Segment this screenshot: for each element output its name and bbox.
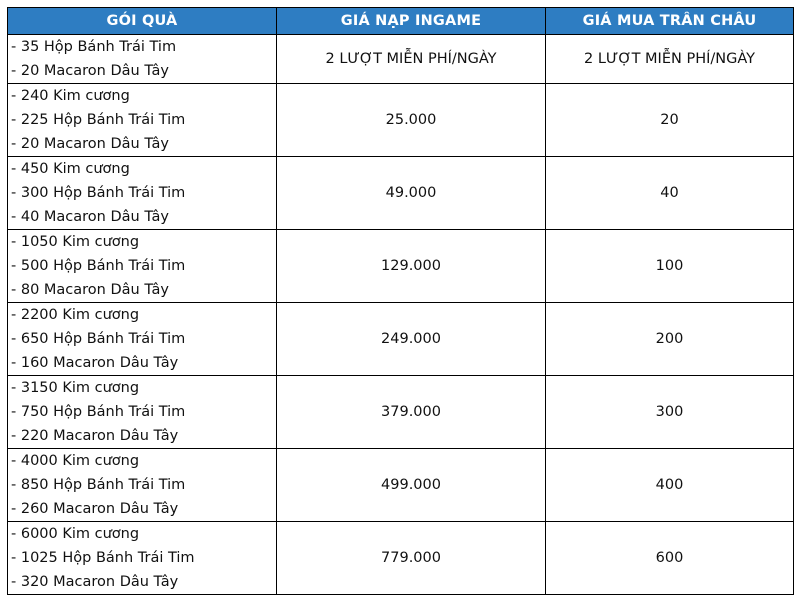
table-row: - 35 Hộp Bánh Trái Tim - 20 Macaron Dâu T… (7, 34, 794, 84)
table-row: - 450 Kim cương - 300 Hộp Bánh Trái Tim - … (7, 156, 794, 230)
package-item: - 750 Hộp Bánh Trái Tim (11, 404, 186, 420)
package-item: - 80 Macaron Dâu Tây (11, 282, 169, 298)
table-row: - 6000 Kim cương - 1025 Hộp Bánh Trái Tim… (7, 521, 794, 595)
price-table: GÓI QUÀ GIÁ NẠP INGAME GIÁ MUA TRÂN CHÂU… (7, 7, 794, 595)
package-cell: - 6000 Kim cương - 1025 Hộp Bánh Trái Tim… (7, 521, 277, 595)
package-cell: - 3150 Kim cương - 750 Hộp Bánh Trái Tim -… (7, 375, 277, 449)
pearl-price-cell: 40 (545, 156, 794, 230)
pearl-price-cell: 100 (545, 229, 794, 303)
package-cell: - 240 Kim cương - 225 Hộp Bánh Trái Tim - … (7, 83, 277, 157)
package-item: - 160 Macaron Dâu Tây (11, 355, 179, 371)
package-item: - 40 Macaron Dâu Tây (11, 209, 169, 225)
package-item: - 320 Macaron Dâu Tây (11, 574, 179, 590)
ingame-price-cell: 779.000 (276, 521, 546, 595)
table-row: - 4000 Kim cương - 850 Hộp Bánh Trái Tim -… (7, 448, 794, 522)
ingame-price-cell: 379.000 (276, 375, 546, 449)
package-item: - 300 Hộp Bánh Trái Tim (11, 185, 186, 201)
pearl-price-cell: 300 (545, 375, 794, 449)
table-row: - 2200 Kim cương - 650 Hộp Bánh Trái Tim -… (7, 302, 794, 376)
ingame-price-cell: 499.000 (276, 448, 546, 522)
table-row: - 240 Kim cương - 225 Hộp Bánh Trái Tim - … (7, 83, 794, 157)
pearl-price-cell: 2 LƯỢT MIỄN PHÍ/NGÀY (545, 34, 794, 84)
table-body: - 35 Hộp Bánh Trái Tim - 20 Macaron Dâu T… (7, 34, 794, 595)
package-item: - 4000 Kim cương (11, 453, 140, 469)
price-table-container: GÓI QUÀ GIÁ NẠP INGAME GIÁ MUA TRÂN CHÂU… (7, 7, 794, 595)
package-item: - 850 Hộp Bánh Trái Tim (11, 477, 186, 493)
table-header-row: GÓI QUÀ GIÁ NẠP INGAME GIÁ MUA TRÂN CHÂU (7, 7, 794, 35)
package-item: - 20 Macaron Dâu Tây (11, 63, 169, 79)
pearl-price-cell: 400 (545, 448, 794, 522)
pearl-price-cell: 600 (545, 521, 794, 595)
pearl-price-cell: 200 (545, 302, 794, 376)
header-pearl-price: GIÁ MUA TRÂN CHÂU (545, 7, 794, 35)
package-cell: - 2200 Kim cương - 650 Hộp Bánh Trái Tim -… (7, 302, 277, 376)
pearl-price-cell: 20 (545, 83, 794, 157)
package-item: - 6000 Kim cương (11, 526, 140, 542)
package-item: - 225 Hộp Bánh Trái Tim (11, 112, 186, 128)
package-cell: - 450 Kim cương - 300 Hộp Bánh Trái Tim - … (7, 156, 277, 230)
ingame-price-cell: 2 LƯỢT MIỄN PHÍ/NGÀY (276, 34, 546, 84)
package-item: - 35 Hộp Bánh Trái Tim (11, 39, 177, 55)
package-item: - 1050 Kim cương (11, 234, 140, 250)
package-cell: - 1050 Kim cương - 500 Hộp Bánh Trái Tim -… (7, 229, 277, 303)
package-item: - 650 Hộp Bánh Trái Tim (11, 331, 186, 347)
table-row: - 1050 Kim cương - 500 Hộp Bánh Trái Tim -… (7, 229, 794, 303)
ingame-price-cell: 249.000 (276, 302, 546, 376)
package-cell: - 35 Hộp Bánh Trái Tim - 20 Macaron Dâu T… (7, 34, 277, 84)
package-item: - 2200 Kim cương (11, 307, 140, 323)
package-item: - 220 Macaron Dâu Tây (11, 428, 179, 444)
package-item: - 3150 Kim cương (11, 380, 140, 396)
header-package: GÓI QUÀ (7, 7, 277, 35)
table-row: - 3150 Kim cương - 750 Hộp Bánh Trái Tim -… (7, 375, 794, 449)
ingame-price-cell: 129.000 (276, 229, 546, 303)
header-ingame-price: GIÁ NẠP INGAME (276, 7, 546, 35)
package-item: - 450 Kim cương (11, 161, 130, 177)
package-item: - 500 Hộp Bánh Trái Tim (11, 258, 186, 274)
package-cell: - 4000 Kim cương - 850 Hộp Bánh Trái Tim -… (7, 448, 277, 522)
package-item: - 20 Macaron Dâu Tây (11, 136, 169, 152)
package-item: - 1025 Hộp Bánh Trái Tim (11, 550, 195, 566)
package-item: - 260 Macaron Dâu Tây (11, 501, 179, 517)
package-item: - 240 Kim cương (11, 88, 130, 104)
ingame-price-cell: 49.000 (276, 156, 546, 230)
ingame-price-cell: 25.000 (276, 83, 546, 157)
